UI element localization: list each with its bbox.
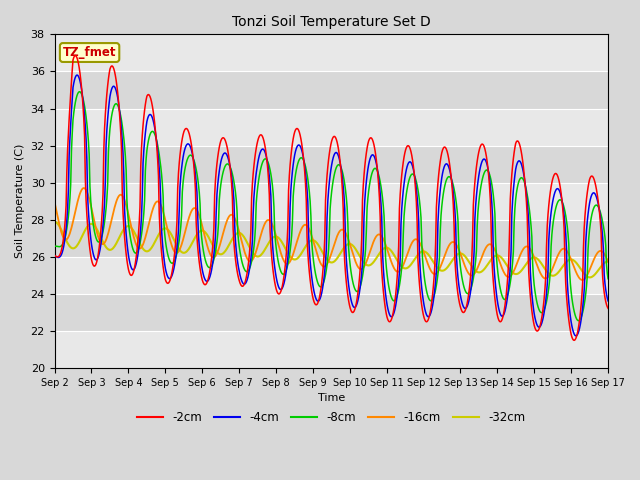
Bar	[54, 35, 608, 72]
Title: Tonzi Soil Temperature Set D: Tonzi Soil Temperature Set D	[232, 15, 431, 29]
Bar	[54, 331, 608, 368]
Bar	[54, 108, 608, 145]
Y-axis label: Soil Temperature (C): Soil Temperature (C)	[15, 144, 25, 258]
Bar	[54, 72, 608, 108]
Legend: -2cm, -4cm, -8cm, -16cm, -32cm: -2cm, -4cm, -8cm, -16cm, -32cm	[132, 407, 530, 429]
Bar	[54, 294, 608, 331]
Text: TZ_fmet: TZ_fmet	[63, 46, 116, 59]
Bar	[54, 257, 608, 294]
Bar	[54, 145, 608, 183]
Bar	[54, 183, 608, 220]
X-axis label: Time: Time	[317, 394, 345, 404]
Bar	[54, 220, 608, 257]
